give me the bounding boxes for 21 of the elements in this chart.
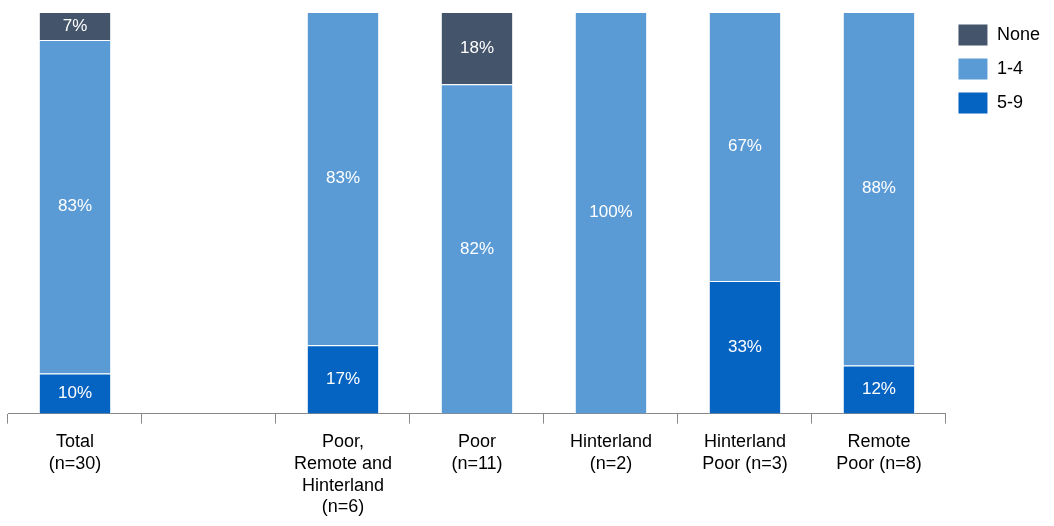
x-tick-label: Remote Poor (n=8): [836, 431, 922, 473]
legend-label: None: [996, 23, 1040, 44]
data-label: 10%: [57, 383, 93, 403]
legend-label: 1-4: [996, 57, 1023, 78]
data-label: 88%: [861, 178, 896, 198]
x-tick-label: Poor, Remote and Hinterland (n=6): [293, 431, 393, 517]
data-label: 7%: [62, 15, 88, 35]
data-label: 67%: [727, 136, 762, 156]
data-label: 33%: [727, 337, 762, 357]
x-tick-label: Hinterland (n=2): [569, 431, 652, 473]
data-label: 83%: [57, 196, 93, 216]
data-label: 17%: [325, 369, 360, 389]
data-label: 18%: [459, 37, 494, 57]
x-tick-label: Poor (n=11): [451, 431, 503, 473]
x-tick-label: Hinterland Poor (n=3): [702, 431, 788, 473]
x-tick-label: Total (n=30): [48, 431, 102, 473]
data-label: 12%: [861, 379, 896, 399]
data-label: 82%: [459, 238, 494, 258]
data-label: 100%: [589, 202, 633, 222]
data-label: 83%: [325, 168, 360, 188]
legend-label: 5-9: [996, 91, 1023, 112]
